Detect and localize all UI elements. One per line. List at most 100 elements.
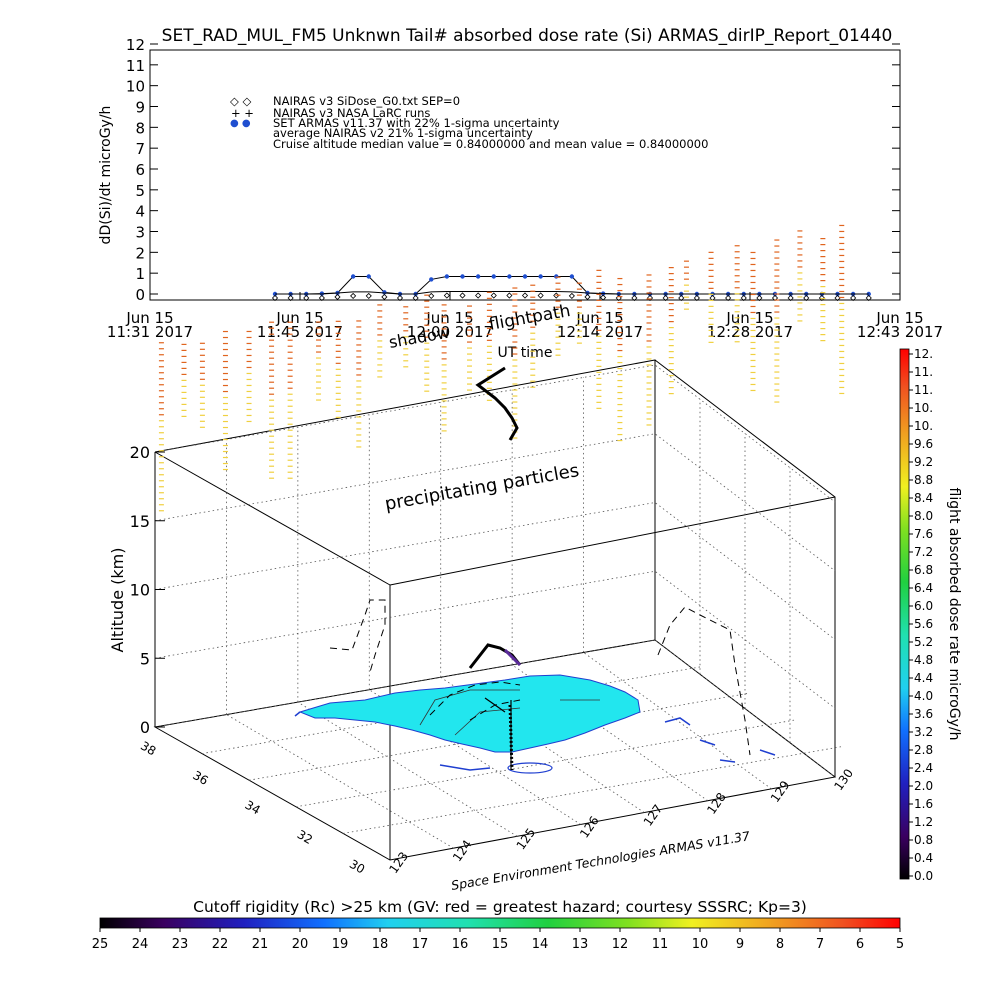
grid-line-altitude: [154, 570, 836, 709]
dose-tick-label: 7.2: [914, 545, 933, 559]
dose-tick-label: 4.4: [914, 671, 933, 685]
grid-line-altitude: [154, 639, 836, 778]
annotation-precipitating: precipitating particles: [383, 460, 580, 515]
land-islands: [294, 711, 776, 771]
dose-tick-label: 2.8: [914, 743, 933, 757]
land-korea: [298, 674, 641, 753]
ts-x-tick-label-date: Jun 15: [425, 309, 473, 327]
land-mass: [294, 674, 776, 774]
ts-point-nairas: [803, 294, 810, 302]
alt-tick-label: 15: [130, 512, 150, 531]
ts-x-tick-label-date: Jun 15: [125, 309, 173, 327]
ts-x-tick-label-time: 11:31 2017: [107, 323, 193, 341]
cutoff-tick-label: 16: [452, 937, 469, 952]
ts-x-tick-label-time: 12:14 2017: [557, 323, 643, 341]
ts-point-nairas: [787, 294, 794, 302]
flightpath-low: [468, 643, 522, 771]
cutoff-tick-label: 15: [492, 937, 509, 952]
ts-point-nairas: [600, 294, 607, 301]
annotation-credit: Space Environment Technologies ARMAS v11…: [450, 828, 751, 893]
dose-tick-label: 5.6: [914, 617, 933, 631]
cutoff-tick-label: 11: [652, 937, 669, 952]
ts-point-nairas: [521, 292, 529, 299]
ts-x-tick-label-date: Jun 15: [875, 309, 923, 327]
ts-point-nairas: [350, 292, 357, 299]
grid-line-ground-cross: [369, 689, 581, 825]
ts-point-nairas: [631, 294, 638, 302]
lat-tick-label: 34: [243, 798, 263, 818]
altitude-ticks: 0 5 10 15 20: [130, 443, 165, 737]
ts-point-nairas: [568, 292, 575, 299]
ts-point-armas: [382, 290, 387, 295]
dose-tick-label: 9.2: [914, 455, 933, 469]
dose-tick-label: 8.0: [914, 509, 933, 523]
cutoff-colorbar-label: Cutoff rigidity (Rc) >25 km (GV: red = g…: [193, 898, 807, 916]
cutoff-tick-label: 9: [736, 937, 744, 952]
lon-tick-label: 125: [514, 826, 539, 853]
ts-x-tick-label-date: Jun 15: [725, 309, 773, 327]
ts-point-nairas: [709, 294, 716, 302]
dose-tick-label: 10.: [914, 401, 933, 415]
ts-point-nairas: [318, 294, 325, 302]
ts-point-armas: [460, 274, 465, 279]
legend-text-nairas-v2: average NAIRAS v2 21% 1-sigma uncertaint…: [273, 126, 533, 140]
dose-tick-label: 3.2: [914, 725, 933, 739]
cutoff-tick-label: 20: [292, 937, 309, 952]
dose-tick-label: 8.4: [914, 491, 933, 505]
ts-point-nairas: [662, 294, 669, 302]
legend-text-nairas-larc: NAIRAS v3 NASA LaRC runs: [273, 106, 430, 120]
cutoff-tick-label: 5: [896, 937, 904, 952]
alt-tick-label: 20: [130, 443, 150, 462]
grid-line-altitude: [154, 433, 836, 572]
ts-point-armas: [522, 274, 528, 279]
dose-tick-label: 10.: [914, 419, 933, 433]
lat-tick-label: 38: [138, 739, 158, 759]
cutoff-tick-label: 13: [572, 937, 589, 952]
precipitating-particles: [158, 224, 845, 512]
ts-point-armas: [491, 274, 496, 279]
dose-colorbar-strip: [899, 348, 910, 880]
dose-tick-label: 0.4: [914, 851, 933, 865]
dose-tick-label: 6.8: [914, 563, 933, 577]
ts-point-armas: [366, 274, 371, 279]
ts-point-nairas: [850, 294, 857, 302]
ts-point-nairas: [490, 292, 497, 299]
ts-series-line: [275, 291, 869, 295]
ts-point-nairas: [271, 294, 279, 302]
cutoff-tick-label: 19: [332, 937, 349, 952]
lon-tick-label: 127: [641, 802, 666, 829]
grid-line-altitude: [154, 364, 836, 503]
ts-x-tick-label-date: Jun 15: [275, 309, 323, 327]
dose-tick-label: 1.6: [914, 797, 933, 811]
cutoff-colorbar-strip: [99, 917, 901, 929]
ts-point-armas: [507, 274, 512, 279]
dose-tick-label: 2.4: [914, 761, 933, 775]
ts-series-layer: [271, 274, 872, 302]
ts-y-tick-label: 2: [135, 244, 145, 262]
ts-point-armas: [554, 274, 559, 279]
ts-point-nairas: [506, 292, 513, 299]
alt-tick-label: 10: [130, 581, 150, 600]
ts-point-nairas: [584, 293, 591, 301]
ts-x-tick-label-time: 12:28 2017: [707, 323, 793, 341]
ts-y-tick-label: 8: [135, 119, 145, 137]
ts-point-nairas: [475, 292, 482, 299]
cutoff-tick-label: 12: [612, 937, 629, 952]
lon-tick-label: 126: [577, 814, 602, 841]
3d-box-frame: [153, 359, 837, 861]
flightpath-top: [475, 366, 519, 441]
flightpath-low-colored: [503, 648, 522, 667]
ts-point-nairas: [459, 292, 466, 299]
land-internal-borders: [419, 689, 600, 736]
dose-tick-label: 4.0: [914, 689, 933, 703]
dose-tick-label: 6.4: [914, 581, 933, 595]
ts-y-tick-label: 9: [135, 99, 145, 117]
legend-symbol-set-armas: ● ●: [230, 118, 251, 129]
page-title: SET_RAD_MUL_FM5 Unknwn Tail# absorbed do…: [162, 26, 893, 46]
legend-symbol-nairas-v3: ◇ ◇: [230, 94, 251, 108]
lat-tick-label: 32: [295, 827, 315, 847]
ts-point-nairas: [365, 292, 372, 299]
ts-point-armas: [444, 274, 450, 279]
ts-legend: ◇ ◇ NAIRAS v3 SiDose_G0.txt SEP=0 + + NA…: [230, 94, 708, 151]
